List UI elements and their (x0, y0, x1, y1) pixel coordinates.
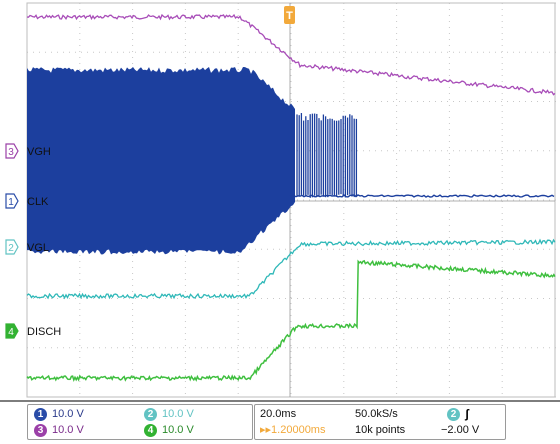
channel-label-vgh: VGH (27, 146, 51, 158)
timebase-trigger-panel: 20.0ms 50.0kS/s ▸▸1.20000ms 10k points 2… (254, 404, 506, 440)
ch4-scale-readout[interactable]: 4 10.0 V (144, 424, 194, 437)
ch1-scale: 10.0 V (52, 408, 84, 420)
ch1-badge: 1 (34, 408, 47, 421)
ch2-scale-readout[interactable]: 2 10.0 V (144, 408, 194, 421)
channel-marker-2[interactable]: 2 VGL (5, 239, 49, 255)
trace-vgl (26, 238, 556, 300)
trace-disch (26, 259, 556, 382)
sample-rate: 50.0kS/s (355, 408, 398, 420)
ch3-badge: 3 (34, 424, 47, 437)
trace-clk (27, 67, 295, 255)
channel-marker-4[interactable]: 4 DISCH (5, 323, 61, 339)
trace-clk-bursts (296, 113, 358, 198)
ch2-badge: 2 (144, 408, 157, 421)
trigger-level[interactable]: −2.00 V (441, 424, 480, 436)
channel-label-clk: CLK (27, 196, 49, 208)
channel-marker-2-number: 2 (8, 243, 14, 254)
ch4-badge: 4 (144, 424, 157, 437)
ch3-scale-readout[interactable]: 3 10.0 V (34, 424, 84, 437)
time-per-div[interactable]: 20.0ms (260, 408, 297, 420)
horizontal-delay[interactable]: ▸▸1.20000ms (260, 424, 326, 436)
channel-marker-3-number: 3 (8, 147, 14, 158)
trigger-slope-icon: ʃ (465, 407, 469, 421)
trigger-position-marker[interactable]: T (284, 6, 295, 24)
status-bar: 1 10.0 V 2 10.0 V 3 10.0 V 4 10.0 V 20.0ms 5… (0, 400, 560, 444)
trigger-source-badge: 2 (447, 408, 460, 421)
channel-marker-1[interactable]: 1 CLK (5, 193, 49, 209)
channel-marker-1-number: 1 (8, 197, 14, 208)
ch1-scale-readout[interactable]: 1 10.0 V (34, 408, 84, 421)
trace-vgh (26, 13, 556, 96)
channel-marker-3[interactable]: 3 VGH (5, 143, 51, 159)
waveform-traces (26, 13, 556, 382)
ch3-scale: 10.0 V (52, 424, 84, 436)
trace-clk-baseline (289, 194, 555, 198)
channel-label-disch: DISCH (27, 326, 61, 338)
record-length[interactable]: 10k points (355, 424, 406, 436)
channel-scale-panel: 1 10.0 V 2 10.0 V 3 10.0 V 4 10.0 V (27, 404, 253, 440)
ch4-scale: 10.0 V (162, 424, 194, 436)
channel-marker-4-number: 4 (8, 327, 14, 338)
channel-label-vgl: VGL (27, 242, 49, 254)
waveform-plot: T 3 VGH 1 CLK 2 VGL 4 DISCH (5, 2, 556, 398)
trigger-marker-label: T (286, 10, 293, 22)
ch2-scale: 10.0 V (162, 408, 194, 420)
